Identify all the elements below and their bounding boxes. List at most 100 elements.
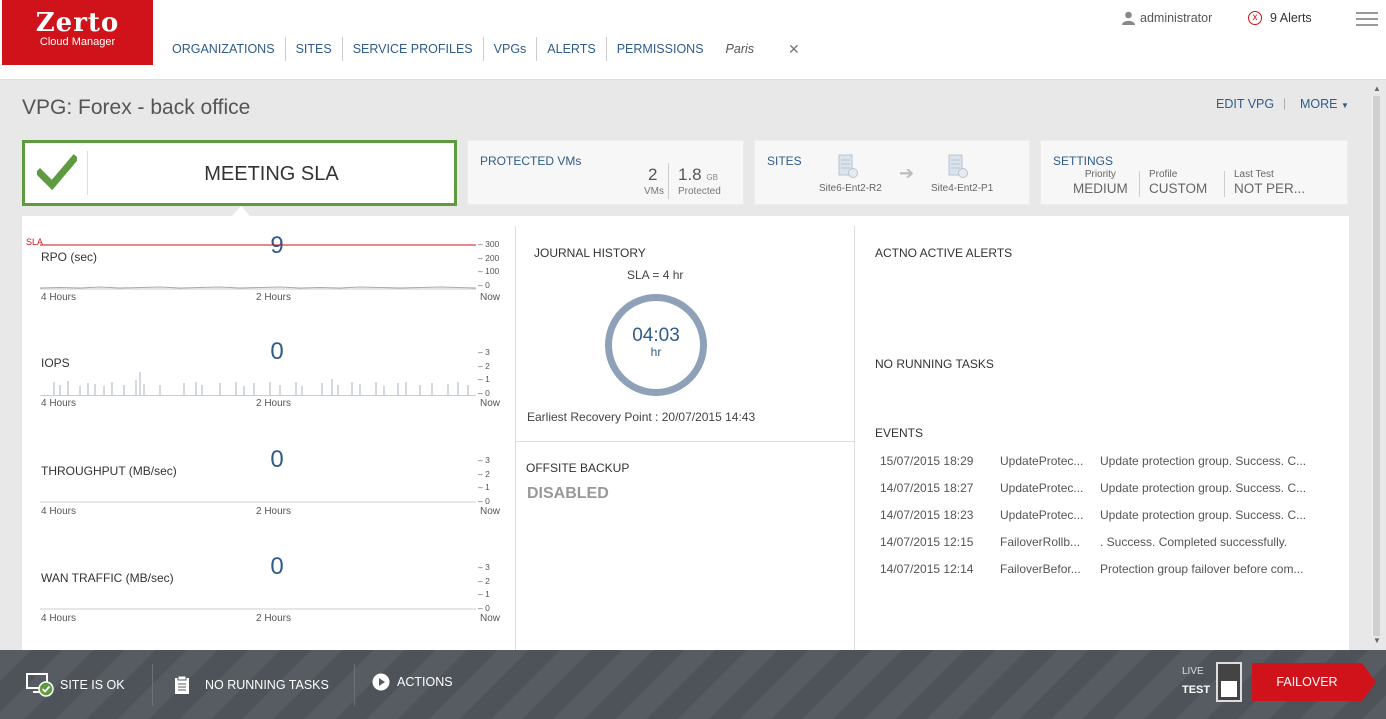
time-label-mid: 2 Hours: [256, 506, 292, 517]
throughput-metric[interactable]: THROUGHPUT (MB/sec) 0 – 3 – 2 – 1 – 0 4 …: [22, 446, 512, 536]
tick-label: – 200: [478, 252, 500, 263]
throughput-ticks: – 3 – 2 – 1 – 0: [478, 454, 490, 508]
active-alerts-title: ACTNO ACTIVE ALERTS: [875, 246, 1013, 260]
event-type: UpdateProtec...: [1000, 454, 1084, 468]
user-icon: [1122, 11, 1135, 25]
protected-vms-card[interactable]: PROTECTED VMs 2 VMs 1.8 GB Protected: [467, 140, 744, 205]
protected-size-unit: GB: [706, 173, 718, 182]
event-message: Update protection group. Success. C...: [1100, 454, 1307, 468]
profile-label: Profile: [1149, 169, 1178, 180]
top-bar: Zerto Cloud Manager ORGANIZATIONS SITES …: [0, 0, 1386, 80]
alert-x-icon: x: [1248, 11, 1262, 25]
tick-label: – 2: [478, 575, 490, 586]
event-message: Update protection group. Success. C...: [1100, 481, 1307, 495]
tick-label: – 1: [478, 374, 490, 384]
time-label-now: Now: [480, 292, 501, 303]
bottom-divider: [152, 664, 153, 706]
failover-button[interactable]: FAILOVER: [1252, 663, 1362, 701]
actions-button[interactable]: ACTIONS: [372, 647, 453, 716]
logo-name: Zerto: [35, 8, 120, 38]
last-test-setting: Last Test NOT PER...: [1234, 169, 1305, 196]
nav-vpgs[interactable]: VPGs: [484, 37, 538, 61]
column-divider: [515, 226, 516, 650]
target-site-server-icon: [948, 154, 968, 178]
replication-arrow-icon: ➔: [899, 163, 915, 183]
edit-vpg-link[interactable]: EDIT VPG: [1216, 97, 1275, 111]
priority-label: Priority: [1084, 169, 1116, 180]
tick-label: – 100: [478, 266, 500, 276]
nav-alerts[interactable]: ALERTS: [537, 37, 607, 61]
tick-label: – 300: [478, 239, 500, 249]
running-tasks-title: NO RUNNING TASKS: [875, 357, 994, 371]
play-circle-icon: [372, 673, 390, 690]
event-type: UpdateProtec...: [1000, 481, 1084, 495]
site-status-button[interactable]: SITE IS OK: [26, 650, 125, 719]
scrollbar-thumb[interactable]: [1373, 96, 1380, 636]
hamburger-menu-icon[interactable]: [1356, 12, 1378, 30]
priority-value: MEDIUM: [1073, 181, 1128, 196]
event-message: Update protection group. Success. C...: [1100, 508, 1307, 522]
sla-status-card[interactable]: MEETING SLA: [22, 140, 457, 206]
actions-text: ACTIONS: [397, 674, 453, 689]
tick-label: – 0: [478, 602, 490, 613]
protected-size-value: 1.8: [678, 165, 702, 184]
earliest-recovery-point: Earliest Recovery Point : 20/07/2015 14:…: [527, 410, 756, 424]
user-menu[interactable]: administrator: [1122, 11, 1212, 25]
iops-value: 0: [270, 338, 284, 365]
more-label: MORE: [1300, 97, 1338, 111]
running-tasks-text: NO RUNNING TASKS: [205, 677, 329, 692]
event-date: 15/07/2015 18:29: [880, 454, 974, 468]
sites-card[interactable]: SITES ➔ Site6-Ent2-R2 Site4-Ent2-P1: [754, 140, 1030, 205]
wan-traffic-label: WAN TRAFFIC (MB/sec): [41, 571, 174, 585]
rpo-metric[interactable]: SLA RPO (sec) 9 – 300 – 200 – 100 – 0 4 …: [22, 230, 512, 320]
monitor-check-icon: [26, 672, 54, 697]
sla-status-text: MEETING SLA: [204, 163, 339, 185]
more-dropdown[interactable]: MORE ▼: [1300, 97, 1349, 111]
main-nav: ORGANIZATIONS SITES SERVICE PROFILES VPG…: [162, 36, 800, 62]
tab-paris[interactable]: Paris: [725, 42, 755, 56]
throughput-value: 0: [270, 446, 284, 473]
bottom-status-bar: SITE IS OK NO RUNNING TASKS ACTIONS LIVE…: [0, 650, 1386, 719]
zerto-logo[interactable]: Zerto Cloud Manager: [2, 0, 153, 65]
journal-history-gauge: 04:03 hr: [605, 294, 707, 396]
tick-label: – 1: [478, 589, 490, 599]
clipboard-icon: [175, 675, 189, 694]
nav-permissions[interactable]: PERMISSIONS: [616, 42, 704, 56]
time-label-start: 4 Hours: [41, 613, 77, 624]
logo-product: Cloud Manager: [39, 36, 116, 48]
source-site-name: Site6-Ent2-R2: [819, 183, 882, 194]
scroll-up-icon[interactable]: ▲: [1373, 84, 1381, 93]
event-date: 14/07/2015 12:14: [880, 562, 974, 576]
close-tab-icon[interactable]: ✕: [788, 40, 800, 57]
tick-label: – 0: [478, 495, 490, 506]
nav-sites[interactable]: SITES: [286, 37, 343, 61]
tick-label: – 2: [478, 468, 490, 479]
caret-down-icon: ▼: [1340, 101, 1349, 110]
scroll-down-icon[interactable]: ▼: [1373, 636, 1381, 645]
tick-label: – 2: [478, 360, 490, 371]
time-label-now: Now: [480, 506, 501, 517]
rpo-ticks: – 300 – 200 – 100 – 0: [478, 238, 499, 292]
username: administrator: [1140, 11, 1213, 25]
alerts-indicator[interactable]: x 9 Alerts: [1248, 11, 1312, 25]
settings-card[interactable]: SETTINGS Priority MEDIUM Profile CUSTOM …: [1040, 140, 1348, 205]
time-label-mid: 2 Hours: [256, 613, 292, 624]
protected-vms-title: PROTECTED VMs: [480, 154, 582, 168]
tick-label: – 0: [478, 279, 490, 290]
tick-label: – 1: [478, 482, 490, 492]
last-test-label: Last Test: [1234, 169, 1274, 180]
section-divider: [516, 441, 854, 442]
iops-metric[interactable]: IOPS 0 – 3 – 2 – 1: [22, 338, 512, 428]
wan-traffic-metric[interactable]: WAN TRAFFIC (MB/sec) 0 – 3 – 2 – 1 – 0 4…: [22, 553, 512, 643]
live-test-toggle[interactable]: [1216, 662, 1242, 702]
iops-ticks: – 3 – 2 – 1 – 0: [478, 346, 490, 400]
running-tasks-button[interactable]: NO RUNNING TASKS: [174, 650, 329, 719]
test-label: TEST: [1182, 684, 1211, 696]
time-label-start: 4 Hours: [41, 506, 77, 517]
last-test-value: NOT PER...: [1234, 181, 1306, 196]
time-label-now: Now: [480, 613, 501, 624]
nav-organizations[interactable]: ORGANIZATIONS: [162, 37, 286, 61]
nav-service-profiles[interactable]: SERVICE PROFILES: [343, 37, 484, 61]
events-title: EVENTS: [875, 426, 924, 440]
vpg-details-panel: SLA RPO (sec) 9 – 300 – 200 – 100 – 0 4 …: [22, 216, 1349, 650]
